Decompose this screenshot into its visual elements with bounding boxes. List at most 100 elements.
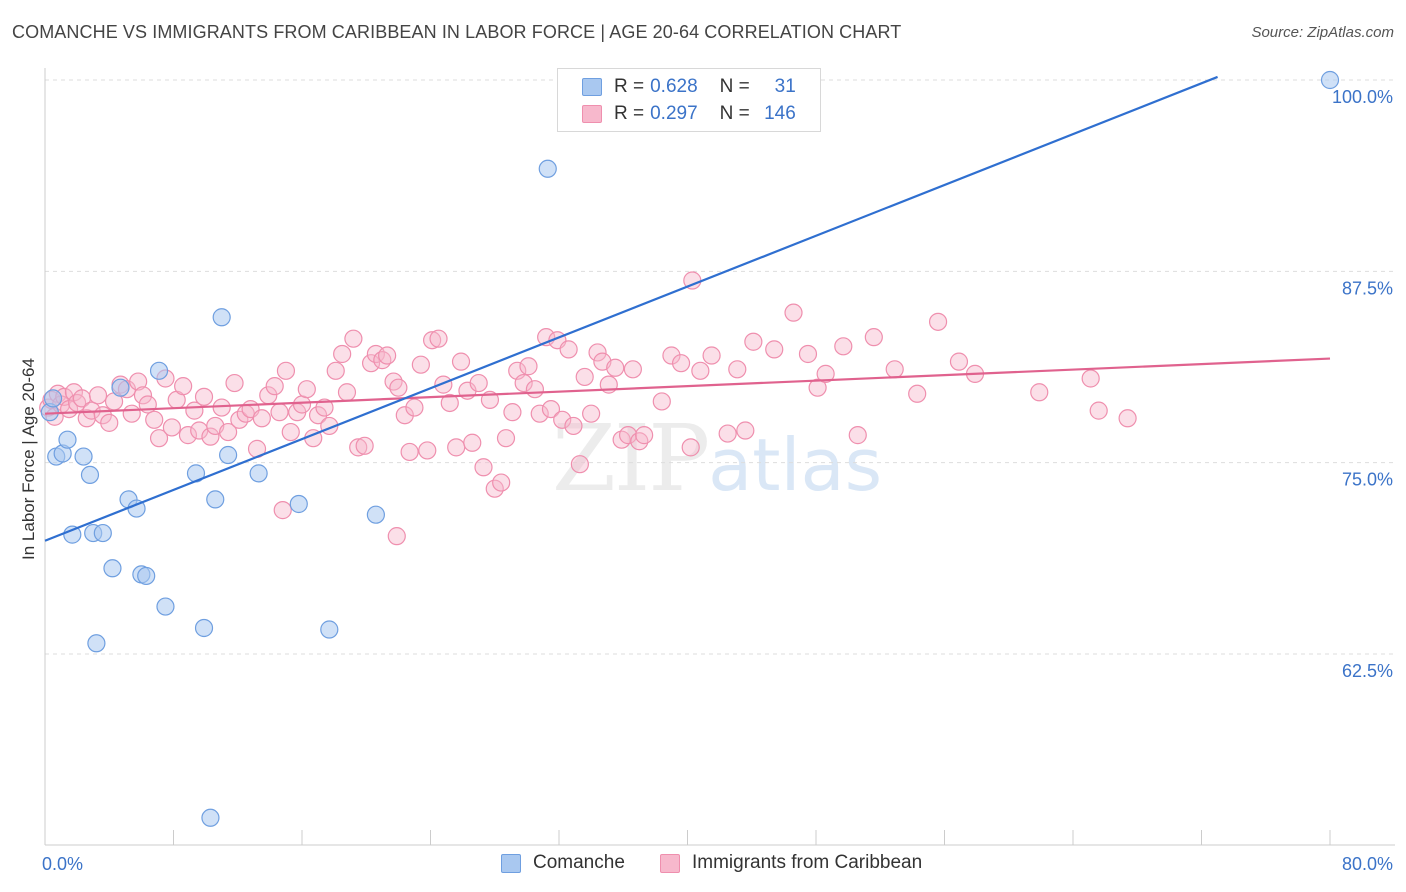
data-point-caribbean (145, 410, 164, 429)
data-point-caribbean (194, 387, 214, 406)
data-point-comanche (58, 430, 77, 449)
data-point-caribbean (405, 398, 424, 417)
data-point-caribbean (784, 303, 803, 322)
data-point-caribbean (395, 406, 414, 425)
bottom-legend-caribbean[interactable]: Immigrants from Caribbean (660, 852, 922, 874)
data-point-comanche (194, 618, 214, 638)
data-point-comanche (201, 808, 220, 827)
grid-lines (45, 79, 1395, 655)
bottom-legend-label-comanche: Comanche (533, 852, 625, 873)
trend-line-caribbean (44, 357, 1331, 415)
chart-source: Source: ZipAtlas.com (1251, 24, 1394, 41)
legend-n-value: 31 (774, 76, 796, 97)
x-tick-label: 0.0% (42, 854, 83, 874)
data-point-caribbean (265, 377, 284, 396)
data-point-caribbean (525, 380, 545, 399)
data-point-comanche (156, 597, 175, 616)
data-point-caribbean (469, 373, 488, 393)
data-point-caribbean (570, 455, 589, 474)
data-point-caribbean (662, 346, 681, 365)
data-point-caribbean (908, 384, 927, 403)
data-point-caribbean (618, 426, 638, 445)
data-point-caribbean (514, 373, 533, 393)
x-tick-label: 80.0% (1342, 854, 1393, 874)
data-point-caribbean (564, 416, 583, 436)
data-point-caribbean (671, 354, 691, 373)
bottom-legend-comanche[interactable]: Comanche (501, 852, 625, 874)
trend-lines (44, 75, 1331, 542)
data-point-caribbean (864, 328, 883, 347)
data-point-caribbean (212, 398, 231, 417)
watermark-atlas: atlas (708, 423, 883, 507)
y-tick-label: 75.0% (1342, 470, 1393, 490)
legend-swatch-caribbean (582, 105, 602, 123)
data-point-comanche (219, 445, 238, 465)
data-point-caribbean (553, 410, 572, 429)
data-point-caribbean (411, 355, 430, 374)
data-point-caribbean (575, 367, 594, 387)
data-point-caribbean (337, 383, 357, 402)
data-point-caribbean (384, 372, 403, 391)
data-point-caribbean (88, 386, 108, 405)
data-point-caribbean (744, 332, 763, 351)
data-point-caribbean (1030, 383, 1049, 402)
data-point-caribbean (1118, 409, 1137, 428)
data-point-caribbean (816, 364, 835, 383)
data-point-caribbean (463, 433, 482, 452)
data-point-caribbean (474, 458, 493, 477)
bottom-legend-swatch-comanche (501, 853, 521, 873)
data-point-caribbean (201, 427, 220, 446)
data-point-caribbean (496, 429, 516, 448)
data-point-caribbean (765, 340, 784, 359)
data-point-caribbean (292, 395, 312, 414)
legend: R = 0.628 N = 31 R = 0.297 N = 146 (557, 68, 821, 132)
data-point-caribbean (273, 501, 292, 520)
legend-n-label: N = (719, 103, 750, 124)
data-point-caribbean (736, 421, 755, 440)
data-point-caribbean (400, 442, 419, 462)
data-point-caribbean (276, 361, 296, 380)
data-point-caribbean (606, 358, 625, 377)
data-point-caribbean (834, 337, 853, 356)
data-point-caribbean (451, 352, 471, 371)
data-point-caribbean (808, 378, 827, 397)
data-point-caribbean (122, 404, 141, 423)
legend-n-value: 146 (764, 103, 796, 124)
data-point-caribbean (635, 426, 654, 445)
data-point-caribbean (702, 346, 721, 365)
data-point-caribbean (718, 424, 737, 443)
data-point-caribbean (100, 413, 119, 432)
data-point-comanche (1320, 70, 1340, 90)
data-point-caribbean (885, 360, 904, 379)
data-point-caribbean (582, 404, 601, 423)
data-point-caribbean (281, 422, 300, 442)
data-point-caribbean (630, 432, 649, 451)
legend-swatch-comanche (582, 78, 602, 96)
data-point-comanche (137, 566, 156, 586)
data-point-comanche (74, 447, 93, 466)
data-point-caribbean (297, 380, 316, 399)
legend-r-value: 0.628 (650, 76, 698, 97)
data-point-caribbean (178, 426, 198, 445)
data-point-comanche (206, 490, 225, 509)
data-point-caribbean (652, 392, 671, 411)
data-point-comanche (87, 634, 106, 653)
legend-n-label: N = (719, 76, 750, 97)
data-point-caribbean (440, 393, 459, 413)
data-point-caribbean (623, 360, 642, 379)
data-point-caribbean (387, 527, 406, 546)
data-point-caribbean (728, 360, 747, 379)
data-point-comanche (538, 159, 557, 178)
data-point-caribbean (530, 404, 549, 423)
chart-title: COMANCHE VS IMMIGRANTS FROM CARIBBEAN IN… (12, 22, 902, 42)
data-point-caribbean (1081, 369, 1100, 388)
data-point-caribbean (418, 441, 437, 460)
legend-r-label: R = (614, 103, 645, 124)
data-point-caribbean (928, 312, 948, 331)
bottom-legend-swatch-caribbean (660, 853, 680, 873)
data-point-caribbean (389, 378, 408, 397)
data-point-caribbean (681, 438, 700, 457)
data-point-caribbean (349, 438, 368, 457)
data-point-caribbean (559, 340, 578, 359)
